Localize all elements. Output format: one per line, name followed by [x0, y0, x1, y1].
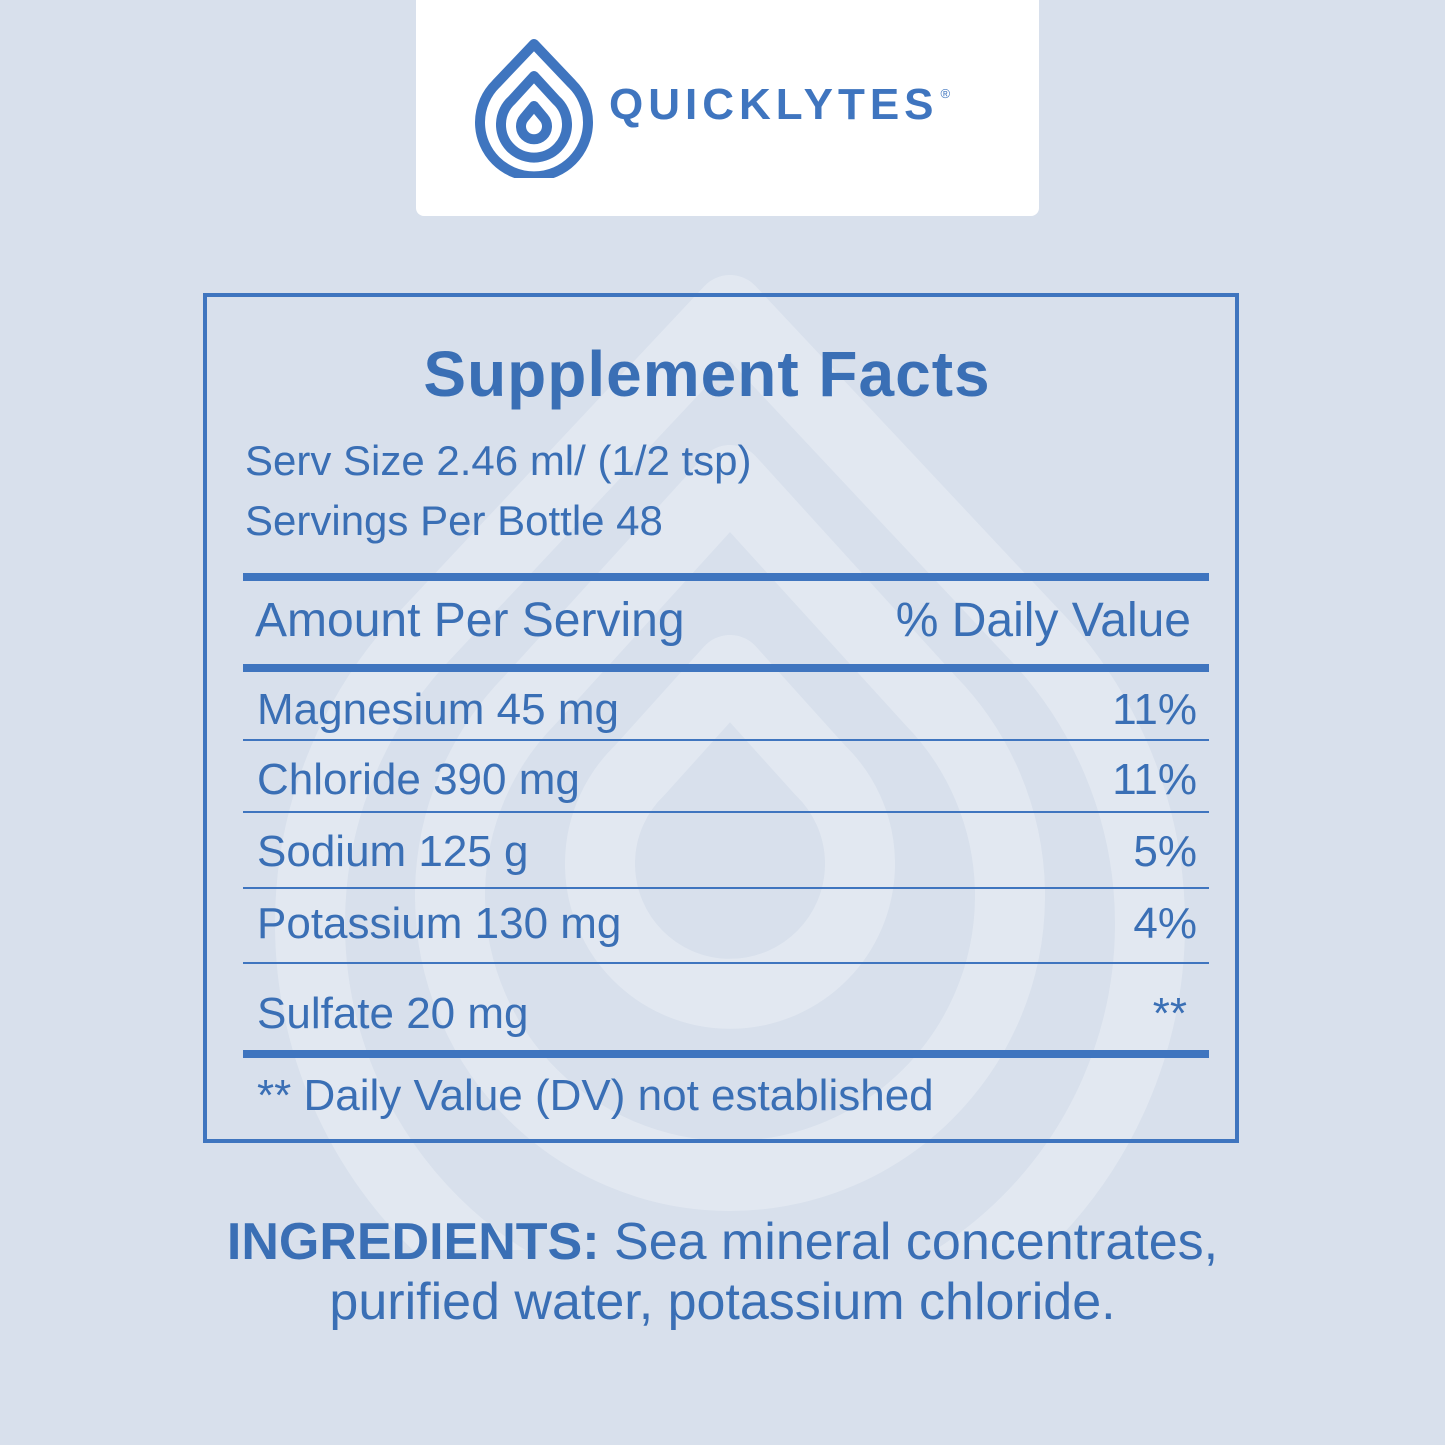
nutrient-dv: 11%	[1112, 685, 1197, 734]
ingredients-line-1: INGREDIENTS: Sea mineral concentrates,	[0, 1212, 1445, 1272]
nutrient-name: Potassium 130 mg	[257, 899, 622, 948]
nutrient-name: Chloride 390 mg	[257, 755, 580, 804]
servings-per-bottle: Servings Per Bottle 48	[245, 497, 663, 544]
nutrient-row: Chloride 390 mg 11%	[243, 743, 1209, 813]
ingredients-block: INGREDIENTS: Sea mineral concentrates, p…	[0, 1212, 1445, 1332]
logo-card: QUICKLYTES ®	[416, 0, 1039, 216]
nutrient-dv: 4%	[1133, 899, 1197, 948]
divider	[243, 664, 1209, 672]
divider	[243, 1050, 1209, 1058]
divider	[243, 811, 1209, 813]
nutrient-row: Sulfate 20 mg **	[243, 977, 1209, 1047]
header-amount: Amount Per Serving	[255, 594, 685, 647]
brand-name: QUICKLYTES ®	[609, 80, 951, 129]
nutrient-name: Sodium 125 g	[257, 827, 529, 876]
nutrient-name: Magnesium 45 mg	[257, 685, 619, 734]
nutrient-row: Magnesium 45 mg 11%	[243, 673, 1209, 743]
footnote: ** Daily Value (DV) not established	[257, 1071, 934, 1120]
ingredients-line-2: purified water, potassium chloride.	[329, 1273, 1116, 1331]
header-daily-value: % Daily Value	[895, 594, 1191, 647]
nutrient-name: Sulfate 20 mg	[257, 989, 529, 1038]
nutrient-dv: 11%	[1112, 755, 1197, 804]
divider	[243, 962, 1209, 964]
ingredients-text: Sea mineral concentrates,	[614, 1213, 1219, 1271]
nutrient-dv: 5%	[1133, 827, 1197, 876]
ingredients-label: INGREDIENTS:	[226, 1213, 600, 1271]
serving-size: Serv Size 2.46 ml/ (1/2 tsp)	[245, 437, 752, 484]
nutrient-row: Sodium 125 g 5%	[243, 815, 1209, 885]
drop-logo-icon	[475, 39, 593, 178]
facts-title: Supplement Facts	[423, 338, 991, 410]
nutrient-dv: **	[1152, 989, 1187, 1038]
divider	[243, 887, 1209, 889]
nutrient-row: Potassium 130 mg 4%	[243, 887, 1209, 957]
divider	[243, 739, 1209, 741]
supplement-facts-panel: Supplement Facts Serv Size 2.46 ml/ (1/2…	[203, 293, 1239, 1143]
divider	[243, 573, 1209, 581]
